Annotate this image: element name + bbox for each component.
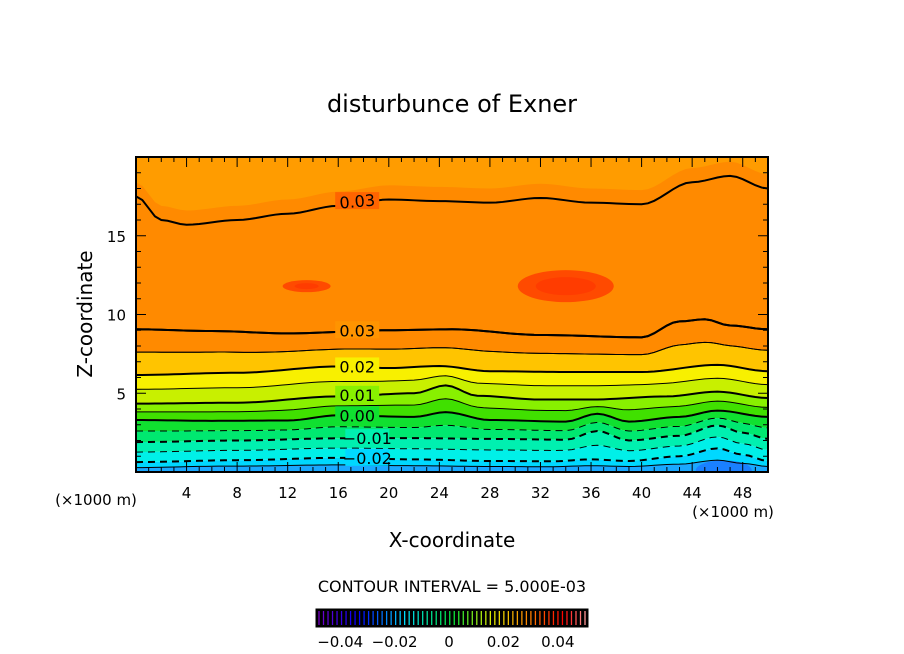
- contour-label: −0.01: [343, 429, 392, 448]
- colorbar: [315, 608, 589, 628]
- contour-label-bg: [335, 406, 380, 424]
- contour-line: [136, 384, 768, 405]
- x-tick-label: 36: [581, 484, 600, 502]
- colorbar-tick-label: 0: [444, 633, 454, 651]
- contour-label: 0.00: [339, 406, 375, 425]
- contour-line: [136, 363, 768, 376]
- x-unit-label: (×1000 m): [55, 491, 137, 509]
- x-tick-label: 4: [182, 484, 192, 502]
- x-tick-label: 44: [683, 484, 702, 502]
- contour-label-bg: [335, 385, 380, 403]
- contour-line: [136, 375, 768, 390]
- contour-band: [136, 448, 768, 468]
- contour-line: [136, 318, 768, 339]
- contour-label-bg: [335, 321, 380, 339]
- contour-band: [136, 319, 768, 355]
- x-tick-label: 16: [329, 484, 348, 502]
- x-tick-label: 12: [278, 484, 297, 502]
- y-tick-label: 10: [107, 307, 126, 325]
- x-tick-label: 40: [632, 484, 651, 502]
- contour-band: [136, 417, 768, 443]
- colorbar-tick-label: −0.02: [372, 633, 418, 651]
- contour-lines: [136, 174, 768, 469]
- x-tick-label: 48: [733, 484, 752, 502]
- x-tick-labels: 4 8 12 16 20 24 28 32 36 40 44 48: [182, 484, 752, 502]
- contour-band: [136, 385, 768, 412]
- contour-line: [136, 398, 768, 413]
- contour-line: [136, 424, 768, 444]
- contour-band: [136, 175, 768, 338]
- contour-label-bg: [335, 357, 380, 375]
- chart-title: disturbunce of Exner: [327, 90, 577, 118]
- contour-label-bg: [335, 192, 380, 210]
- contour-line: [136, 436, 768, 453]
- y-tick-labels: 5 10 15: [107, 228, 126, 404]
- x-tick-label: 8: [232, 484, 242, 502]
- contour-fills: [136, 157, 768, 472]
- y-tick-label: 15: [107, 228, 126, 246]
- y-tick-label: 5: [116, 385, 126, 403]
- contour-line: [136, 447, 768, 464]
- contour-label: 0.03: [339, 191, 376, 213]
- maximum-region-core: [535, 277, 596, 296]
- x-tick-label: 20: [379, 484, 398, 502]
- contour-label-bg: [345, 429, 390, 447]
- colorbar-tick-label: 0.02: [487, 633, 520, 651]
- colorbar-tick-label: −0.04: [317, 633, 363, 651]
- contour-line: [136, 341, 768, 356]
- contour-line: [136, 174, 768, 226]
- y-unit-label: (×1000 m): [692, 503, 774, 521]
- contour-label: 0.01: [339, 386, 375, 405]
- contour-band: [136, 410, 768, 432]
- contour-band: [136, 342, 768, 375]
- contour-label: 0.02: [339, 357, 375, 376]
- colorbar-tick-label: 0.04: [541, 633, 574, 651]
- colorbar-tick-labels: −0.04 −0.02 0 0.02 0.04: [317, 633, 574, 651]
- contour-band: [136, 157, 768, 211]
- contour-labels: −0.02−0.01 0.000.01 0.02 0.03 0.03: [335, 191, 392, 468]
- maximum-region-core: [294, 283, 319, 290]
- contour-line: [136, 459, 768, 469]
- x-tick-label: 28: [480, 484, 499, 502]
- x-tick-label: 24: [430, 484, 449, 502]
- contour-line: [136, 417, 768, 432]
- y-axis-label: Z-coordinate: [73, 250, 97, 377]
- contour-label-bg: [345, 448, 390, 466]
- axis-ticks: [136, 157, 768, 472]
- colorbar-frame: [315, 608, 589, 628]
- contour-label: −0.02: [343, 449, 392, 468]
- x-axis-label: X-coordinate: [389, 528, 516, 552]
- contour-band: [136, 364, 768, 390]
- contour-label: 0.03: [339, 321, 375, 340]
- contour-band: [136, 375, 768, 404]
- contour-interval-label: CONTOUR INTERVAL = 5.000E-03: [318, 577, 586, 596]
- contour-line: [136, 409, 768, 423]
- x-tick-label: 32: [531, 484, 550, 502]
